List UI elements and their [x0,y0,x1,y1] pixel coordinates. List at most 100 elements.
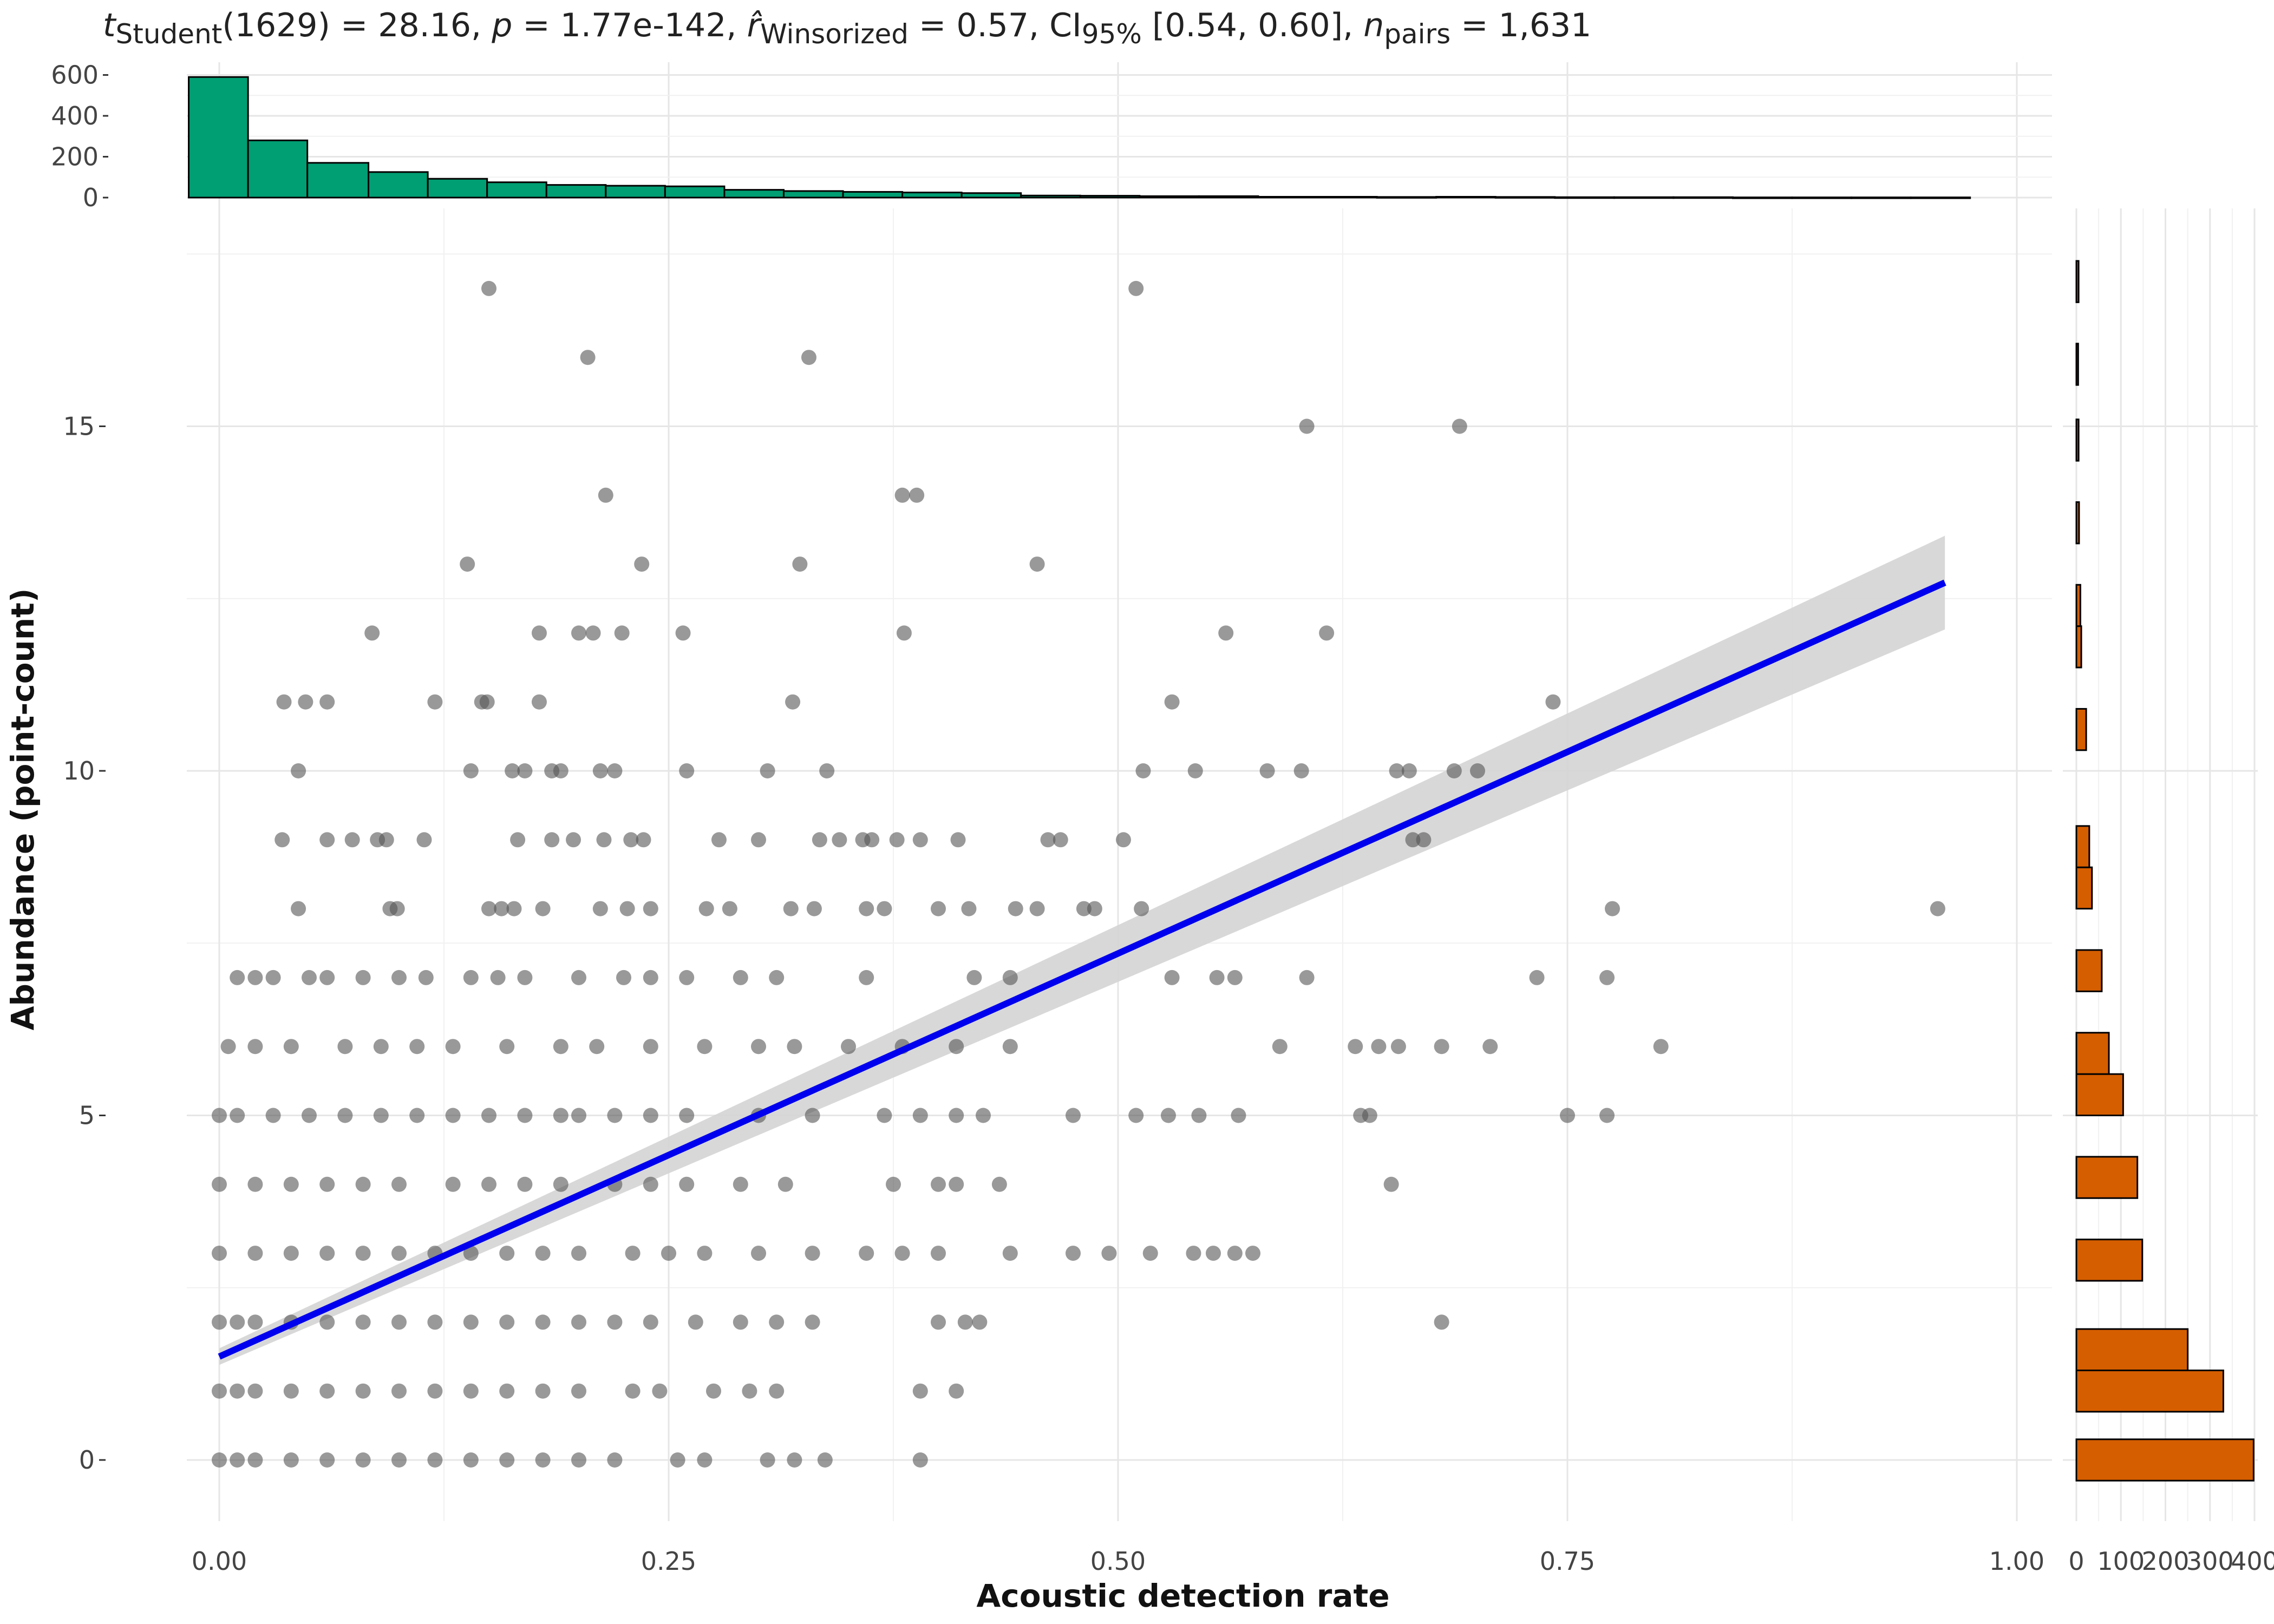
scatter-point [463,763,479,778]
scatter-point [625,1246,641,1261]
y-hist-bar [2075,584,2081,627]
scatter-point [355,970,371,985]
scatter-point [364,625,380,641]
scatter-point [1482,1039,1498,1055]
scatter-point [463,1383,479,1399]
x-hist-bar [723,189,785,199]
scatter-point [1142,1246,1158,1261]
scatter-point [499,1246,515,1261]
scatter-point [1029,556,1045,572]
scatter-point [1319,625,1335,641]
scatter-point [302,1108,317,1123]
y-axis-title: Abundance (point-count) [4,588,41,1031]
scatter-point [355,1383,371,1399]
x-hist-tick-label: 200 [51,142,99,172]
scatter-point [499,1039,515,1055]
scatter-point [785,694,801,710]
scatter-point [247,1039,263,1055]
scatter-point [283,1176,299,1192]
scatter-point [972,1314,988,1330]
scatter-point [787,1452,802,1468]
scatter-point [596,832,612,848]
scatter-point [1348,1039,1363,1055]
scatter-point [499,1452,515,1468]
scatter-point [643,1314,658,1330]
x-hist-bar [1079,195,1141,199]
subtitle-n-symbol: n [1363,6,1384,44]
scatter-point [319,970,335,985]
scatter-point [1390,1039,1406,1055]
scatter-point [571,1383,586,1399]
scatter-point [966,970,982,985]
scatter-point [535,1246,551,1261]
scatter-point [1115,832,1131,848]
scatter-point [841,1039,856,1055]
scatter-point [742,1383,757,1399]
scatter-point [1066,1246,1081,1261]
scatter-point [319,1452,335,1468]
scatter-point [499,1314,515,1330]
y-hist-bar [2075,1239,2144,1282]
scatter-point [1066,1108,1081,1123]
scatter-point [319,694,335,710]
scatter-point [445,1176,461,1192]
scatter-point [912,1383,928,1399]
scatter-point [751,1039,766,1055]
scatter-point [391,970,407,985]
x-axis-title: Acoustic detection rate [976,1577,1389,1614]
scatter-point [463,1314,479,1330]
scatter-point [481,280,496,296]
scatter-point [733,1176,748,1192]
subtitle-n-sub: pairs [1384,18,1451,50]
regression-ci-band [219,535,1945,1365]
scatter-point [319,1246,335,1261]
scatter-point [652,1383,668,1399]
scatter-point [535,1452,551,1468]
scatter-point [1405,832,1421,848]
scatter-point [373,1108,389,1123]
scatter-point [265,1108,281,1123]
subtitle-r-sub: Winsorized [760,18,909,50]
x-tick-label: 0.00 [192,1547,247,1576]
x-hist-bar [1613,196,1675,199]
scatter-point [1605,901,1620,916]
scatter-point [212,1383,227,1399]
x-tick-label: 1.00 [1989,1547,2044,1576]
scatter-point [733,1314,748,1330]
scatter-point [697,1452,713,1468]
y-tick-label: 0 [79,1445,95,1475]
scatter-point [1599,970,1615,985]
x-hist-bar [247,139,309,199]
scatter-point [877,1108,892,1123]
subtitle-p-text: = 1.77e-142, [512,6,747,44]
subtitle-n-text: = 1,631 [1450,6,1592,44]
y-hist-tick-label: 0 [2068,1547,2084,1576]
scatter-point [247,1383,263,1399]
y-tick-label: 10 [63,756,95,785]
y-marginal-histogram [2075,260,2255,1482]
scatter-point [283,1246,299,1261]
scatter-point [1389,763,1404,778]
scatter-point [950,832,966,848]
scatter-point [769,1383,785,1399]
scatter-point [230,1108,245,1123]
scatter-point [592,901,608,916]
scatter-point [265,970,281,985]
scatter-point [391,1383,407,1399]
scatter-point [1008,901,1023,916]
scatter-point [636,832,651,848]
scatter-point [283,1383,299,1399]
scatter-point [553,763,568,778]
scatter-point [623,832,639,848]
x-hist-bar [1198,195,1259,199]
scatter-point [1362,1108,1377,1123]
y-hist-bar [2075,1370,2224,1413]
x-hist-bar [960,192,1022,199]
scatter-point [859,1246,874,1261]
subtitle-t-symbol: t [103,6,116,44]
x-hist-bar [1731,197,1793,199]
scatter-point [675,625,691,641]
scatter-point [1299,970,1315,985]
scatter-point [931,1246,946,1261]
scatter-point [230,1383,245,1399]
